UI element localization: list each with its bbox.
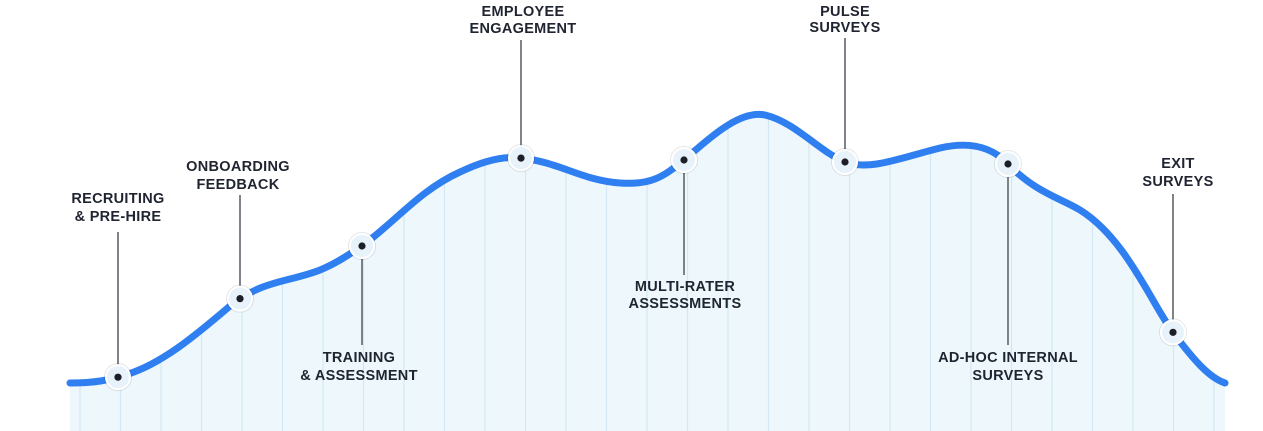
label-line: & ASSESSMENT bbox=[300, 368, 417, 384]
label-line: ENGAGEMENT bbox=[470, 21, 577, 37]
label-line: RECRUITING bbox=[71, 191, 164, 207]
marker-exit bbox=[1159, 318, 1187, 347]
marker-training bbox=[348, 232, 376, 261]
label-line: ASSESSMENTS bbox=[629, 296, 742, 312]
marker-dot bbox=[358, 242, 366, 250]
marker-onboarding bbox=[226, 284, 254, 313]
label-exit: EXIT SURVEYS bbox=[1142, 156, 1213, 190]
label-line: FEEDBACK bbox=[197, 177, 280, 193]
label-engagement: EMPLOYEE ENGAGEMENT bbox=[470, 4, 577, 37]
lifecycle-curve bbox=[66, 110, 1229, 387]
marker-shadow bbox=[1159, 318, 1187, 347]
marker-shadow bbox=[994, 149, 1022, 178]
label-recruiting: RECRUITING & PRE-HIRE bbox=[71, 191, 164, 225]
marker-shadow bbox=[226, 284, 254, 313]
marker-dot bbox=[517, 154, 525, 162]
marker-shadow bbox=[104, 363, 132, 392]
marker-shadow bbox=[831, 147, 859, 176]
marker-ad-hoc bbox=[994, 149, 1022, 178]
marker-recruiting bbox=[104, 363, 132, 392]
label-onboarding: ONBOARDING FEEDBACK bbox=[186, 159, 290, 193]
marker-shadow bbox=[507, 144, 535, 173]
label-line: PULSE bbox=[820, 4, 870, 20]
label-line: SURVEYS bbox=[972, 368, 1043, 384]
label-line: & PRE-HIRE bbox=[75, 209, 162, 225]
label-line: AD-HOC INTERNAL bbox=[938, 350, 1078, 366]
label-pulse: PULSE SURVEYS bbox=[809, 4, 880, 36]
marker-dot bbox=[114, 373, 122, 381]
vertical-grid-lines bbox=[79, 118, 1215, 431]
milestone-markers bbox=[104, 144, 1187, 392]
label-line: MULTI-RATER bbox=[635, 279, 735, 295]
marker-shadow bbox=[348, 232, 376, 261]
label-training: TRAINING & ASSESSMENT bbox=[300, 350, 417, 384]
label-line: SURVEYS bbox=[1142, 174, 1213, 190]
label-multi-rater: MULTI-RATER ASSESSMENTS bbox=[629, 279, 742, 312]
milestone-labels: RECRUITING & PRE-HIRE ONBOARDING FEEDBACK TR… bbox=[71, 4, 1213, 384]
label-ad-hoc: AD-HOC INTERNAL SURVEYS bbox=[938, 350, 1078, 384]
label-line: EXIT bbox=[1161, 156, 1194, 172]
marker-multi-rater bbox=[670, 146, 698, 175]
marker-dot bbox=[1004, 160, 1012, 168]
marker-engagement bbox=[507, 144, 535, 173]
label-line: TRAINING bbox=[323, 350, 395, 366]
milestone-connectors bbox=[117, 38, 1174, 378]
marker-dot bbox=[680, 156, 688, 164]
marker-dot bbox=[841, 158, 849, 166]
marker-shadow bbox=[670, 146, 698, 175]
label-line: EMPLOYEE bbox=[482, 4, 565, 20]
marker-pulse bbox=[831, 147, 859, 176]
marker-dot bbox=[236, 295, 244, 303]
marker-dot bbox=[1169, 328, 1177, 336]
label-line: SURVEYS bbox=[809, 20, 880, 36]
label-line: ONBOARDING bbox=[186, 159, 290, 175]
